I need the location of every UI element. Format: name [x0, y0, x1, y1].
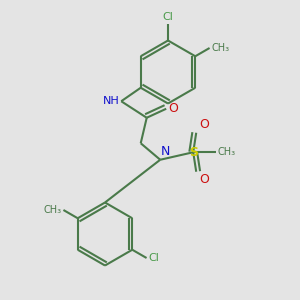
Text: Cl: Cl [163, 13, 173, 22]
Text: CH₃: CH₃ [217, 147, 235, 157]
Text: O: O [199, 118, 209, 131]
Text: CH₃: CH₃ [44, 205, 62, 215]
Text: CH₃: CH₃ [211, 43, 229, 53]
Text: N: N [161, 145, 170, 158]
Text: Cl: Cl [148, 253, 159, 263]
Text: NH: NH [103, 96, 120, 106]
Text: O: O [199, 173, 209, 186]
Text: O: O [169, 102, 178, 115]
Text: S: S [189, 146, 198, 159]
